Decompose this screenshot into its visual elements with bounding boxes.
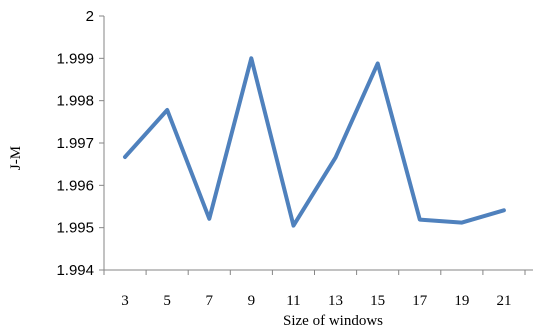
plot-area [123,56,506,228]
x-tick-label: 21 [496,293,511,309]
y-tick-label: 1.995 [56,220,94,237]
y-tick-label: 1.996 [56,177,94,194]
y-axis: 1.994 1.995 1.996 1.997 1.998 1.999 2 [56,8,105,279]
x-tick-label: 19 [454,293,469,309]
x-tick-label: 11 [286,293,300,309]
x-tick-label: 15 [370,293,385,309]
x-axis: 3 5 7 9 11 13 15 17 19 21 [103,269,533,309]
series-line [123,56,506,228]
x-tick-label: 17 [412,293,428,309]
y-axis-title: J-M [8,146,24,170]
y-tick-label: 1.998 [56,93,94,110]
x-tick-label: 13 [328,293,343,309]
y-tick-label: 1.994 [56,262,94,279]
y-tick-label: 1.999 [56,50,94,67]
x-tick-label: 7 [206,293,214,309]
x-axis-title: Size of windows [283,313,383,329]
y-tick-label: 1.997 [56,135,94,152]
x-tick-label: 3 [121,293,129,309]
x-tick-label: 5 [163,293,171,309]
x-tick-label: 9 [248,293,256,309]
y-tick-label: 2 [86,8,94,25]
